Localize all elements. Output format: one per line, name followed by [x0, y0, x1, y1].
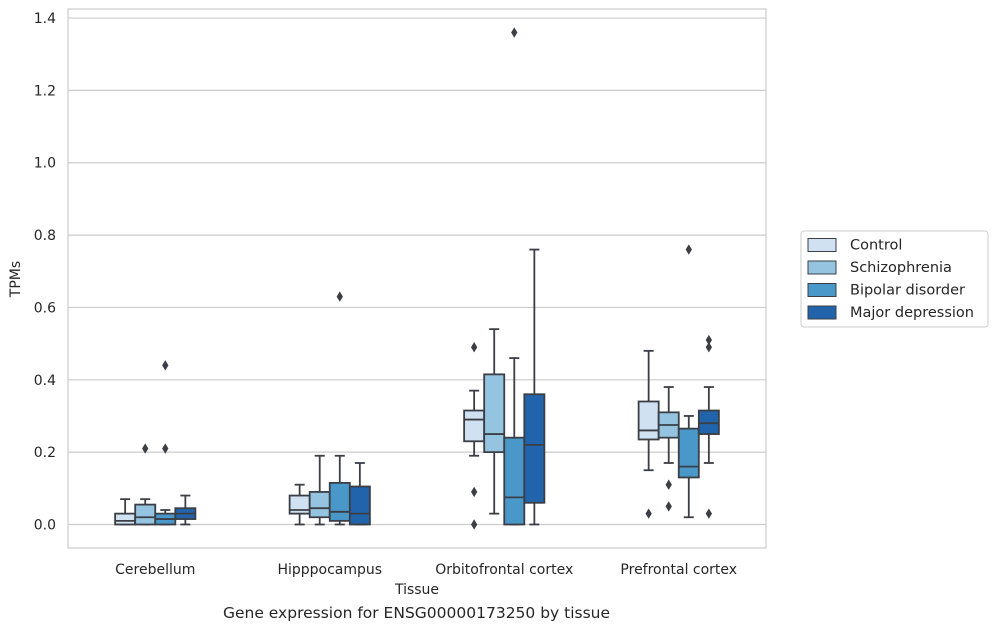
box-iqr	[463, 409, 486, 443]
legend-label: Major depression	[850, 305, 974, 321]
outlier-point	[511, 27, 518, 38]
outlier-point	[665, 501, 672, 512]
x-tick-label: Hipppocampus	[277, 562, 382, 578]
outlier-point	[162, 443, 169, 454]
box-iqr	[483, 373, 506, 454]
outlier-point	[685, 244, 692, 255]
outlier-point	[470, 342, 478, 353]
box-3-0	[637, 349, 660, 519]
legend-label: Control	[850, 238, 902, 254]
box-iqr	[328, 481, 351, 522]
y-tick-label: 1.2	[34, 83, 56, 99]
outlier-point	[162, 360, 169, 371]
y-tick-label: 0.2	[34, 445, 56, 461]
box-2-0	[463, 342, 486, 530]
legend-label: Schizophrenia	[850, 260, 952, 276]
box-groups	[114, 27, 720, 530]
box-0-3	[174, 494, 197, 526]
box-iqr	[308, 491, 331, 519]
legend-swatch	[807, 238, 837, 252]
x-tick-label: Cerebellum	[115, 562, 195, 578]
outlier-point	[645, 508, 652, 519]
y-axis-label: TPMs	[8, 261, 24, 298]
y-tick-label: 0.4	[34, 373, 56, 389]
box-3-1	[657, 386, 680, 512]
outlier-point	[336, 291, 343, 302]
outlier-point	[470, 486, 478, 498]
box-iqr	[134, 503, 157, 526]
legend-swatch	[807, 260, 837, 275]
outlier-point	[142, 443, 149, 454]
y-tick-label: 0.0	[34, 517, 56, 533]
box-2-3	[523, 248, 546, 526]
box-iqr	[114, 512, 137, 526]
x-tick-label: Prefrontal cortex	[620, 562, 737, 578]
box-iqr	[677, 427, 700, 479]
box-0-2	[154, 360, 177, 526]
y-tick-label: 0.8	[34, 228, 56, 244]
box-iqr	[523, 393, 546, 504]
box-iqr	[637, 400, 660, 441]
box-iqr	[697, 409, 720, 435]
box-0-0	[114, 498, 137, 526]
outlier-point	[705, 508, 713, 519]
y-tick-label: 1.4	[34, 11, 56, 27]
box-3-3	[697, 334, 720, 519]
figure-caption: Gene expression for ENSG00000173250 by t…	[222, 604, 611, 622]
outlier-point	[705, 334, 713, 346]
plot-frame	[67, 8, 767, 549]
box-iqr	[288, 494, 311, 515]
x-tick-labels: Cerebellum Hipppocampus Orbitofrontal cort…	[115, 562, 737, 578]
box-iqr	[503, 436, 526, 526]
outlier-point	[665, 479, 672, 490]
box-iqr	[348, 485, 371, 526]
legend-frame	[800, 230, 989, 328]
box-3-2	[677, 244, 700, 519]
box-0-1	[134, 443, 157, 526]
legend: Control Schizophrenia Bipolar disorder Majo…	[800, 230, 989, 328]
box-1-1	[308, 454, 331, 526]
box-1-3	[348, 462, 371, 526]
legend-label: Bipolar disorder	[850, 283, 965, 299]
y-tick-labels: 0.0 0.2 0.4 0.6 0.8 1.0 1.2 1.4	[34, 11, 56, 533]
box-2-1	[483, 328, 506, 515]
outlier-point	[470, 519, 478, 530]
x-axis-label: Tissue	[394, 582, 439, 598]
box-1-2	[328, 291, 351, 526]
legend-swatch	[807, 283, 837, 297]
y-tick-label: 1.0	[34, 156, 56, 172]
box-2-2	[503, 27, 526, 526]
y-tick-label: 0.6	[34, 300, 56, 316]
legend-swatch	[807, 305, 837, 320]
box-1-0	[288, 483, 311, 526]
gridlines	[68, 17, 766, 526]
outlier-point	[705, 342, 713, 353]
x-tick-label: Orbitofrontal cortex	[435, 562, 573, 578]
